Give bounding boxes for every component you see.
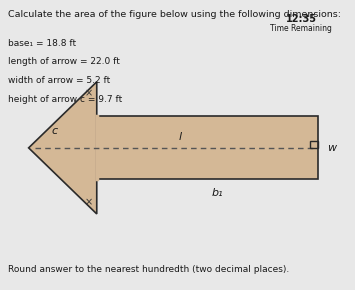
Polygon shape [97, 116, 318, 180]
Text: 12:35: 12:35 [286, 14, 317, 24]
Text: Calculate the area of the figure below using the following dimensions:: Calculate the area of the figure below u… [8, 10, 341, 19]
Text: length of arrow = 22.0 ft: length of arrow = 22.0 ft [8, 57, 120, 66]
Text: base₁ = 18.8 ft: base₁ = 18.8 ft [8, 39, 76, 48]
Text: w: w [327, 143, 336, 153]
Text: c: c [51, 126, 57, 136]
Text: width of arrow = 5.2 ft: width of arrow = 5.2 ft [8, 76, 110, 85]
Text: height of arrow c = 9.7 ft: height of arrow c = 9.7 ft [8, 95, 122, 104]
Text: b₁: b₁ [212, 188, 224, 198]
Text: Round answer to the nearest hundredth (two decimal places).: Round answer to the nearest hundredth (t… [8, 265, 289, 274]
Text: ×: × [84, 88, 92, 98]
Text: ×: × [84, 197, 92, 207]
Polygon shape [29, 82, 97, 214]
Text: l: l [179, 132, 182, 142]
Text: Time Remaining: Time Remaining [270, 24, 332, 33]
